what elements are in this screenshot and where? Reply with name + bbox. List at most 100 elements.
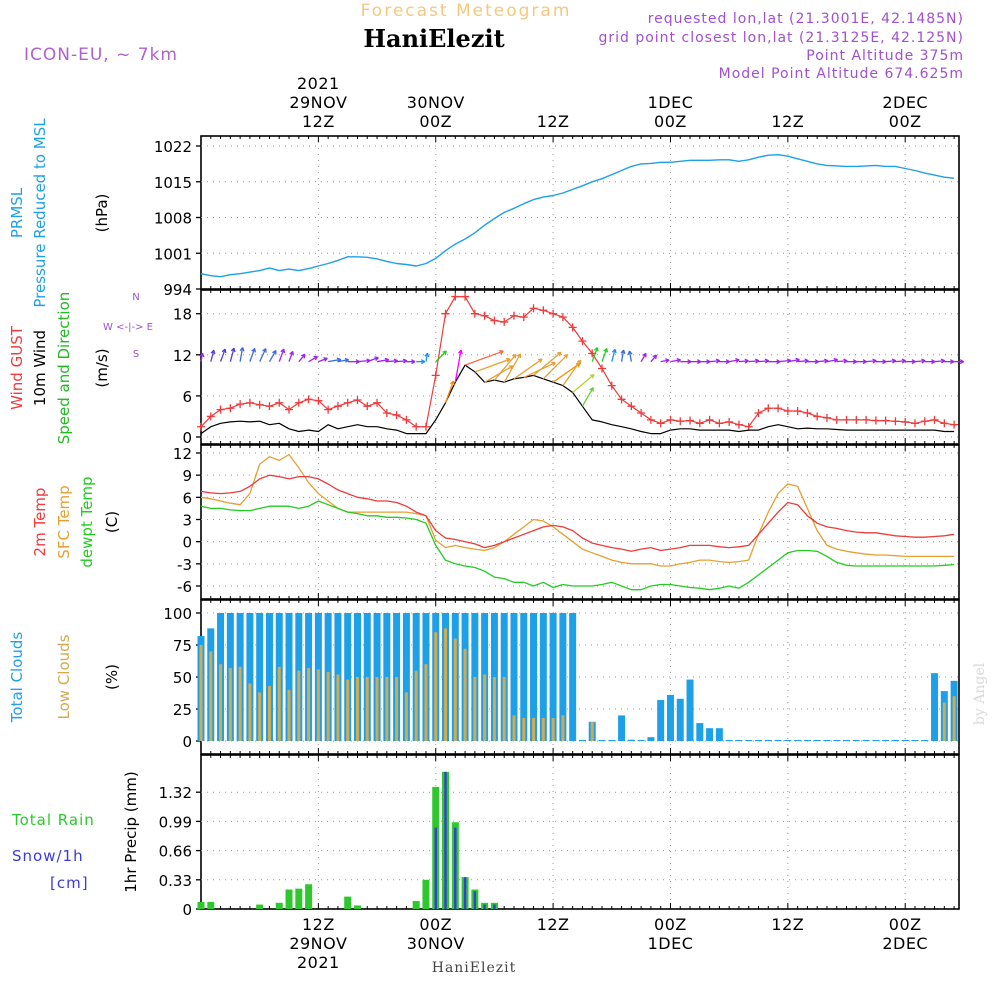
wind-arrow-head [950, 359, 955, 365]
total-cloud-bar [578, 740, 586, 741]
low-cloud-bar [336, 674, 340, 741]
panel-frame-temperature [200, 444, 960, 600]
wind-direction-arrow [425, 353, 429, 362]
gust-point [490, 316, 499, 325]
precip-unit: 1hr Precip (mm) [122, 771, 140, 892]
wind-arrow-head [652, 354, 658, 360]
rain-bar [207, 901, 215, 909]
gust-point [324, 405, 333, 414]
wind-direction-arrow [337, 359, 349, 363]
y-tick-label: 6 [182, 388, 192, 406]
total-cloud-bar [530, 613, 538, 741]
wind-direction-arrow [533, 351, 562, 376]
gust-point [695, 419, 704, 428]
wind-direction-arrow [572, 374, 595, 393]
low-cloud-bar [551, 717, 555, 741]
top-time-label: 00Z [889, 112, 922, 131]
y-tick-label: 1008 [154, 210, 192, 228]
wind-arrow-head [411, 359, 416, 365]
wind-arrow-head [921, 358, 926, 364]
wind-arrow-head [300, 353, 306, 359]
gust-point [705, 415, 714, 424]
snow-bar [493, 904, 496, 909]
top-time-label: 12Z [537, 112, 570, 131]
top-time-label: 2DEC [882, 93, 928, 112]
wind-arrow-head [272, 350, 277, 355]
wind-arrow-head [289, 350, 294, 356]
low-cloud-bar [375, 677, 379, 741]
forecast-meteogram-title: Forecast Meteogram [361, 1, 572, 21]
total-cloud-bar [696, 723, 704, 741]
wind-arrow-head [516, 353, 522, 358]
low-cloud-bar [492, 677, 496, 741]
wind-direction-arrow [200, 353, 204, 362]
wind-arrow-head [676, 357, 681, 363]
low-cloud-bar [473, 677, 477, 741]
wind-direction-arrow [367, 357, 379, 363]
gust-point [598, 364, 607, 373]
gust-point [363, 402, 372, 411]
pressure-unit: (hPa) [93, 194, 111, 233]
rain-bar [422, 879, 430, 909]
wind-direction-arrow [376, 358, 389, 363]
y-tick-label: 0 [182, 534, 192, 552]
snow-label: Snow/1h [12, 847, 84, 865]
wind-direction-arrow [552, 362, 581, 383]
low-cloud-bar [590, 721, 594, 741]
y-tick-label: 1.32 [159, 784, 192, 802]
wind-direction-arrow [670, 359, 681, 363]
wind-arrow-head [620, 349, 626, 355]
total-cloud-bar [549, 613, 557, 741]
wind-direction-arrow [219, 348, 226, 362]
wind-arrow-head [556, 351, 562, 357]
wind-direction-arrow [640, 353, 647, 362]
total-cloud-bar [686, 679, 694, 741]
wind-arrow-head [642, 352, 647, 358]
low-cloud-bar [532, 717, 536, 741]
low-cloud-bar [199, 645, 203, 741]
y-tick-label: 1015 [154, 174, 192, 192]
low-cloud-bar [219, 664, 223, 741]
low-cloud-bar [541, 717, 545, 741]
total-cloud-bar [745, 740, 753, 741]
total-cloud-bar [657, 700, 665, 741]
low-cloud-bar [258, 692, 262, 741]
total-cloud-bar [813, 740, 821, 741]
bottom-time-label: 12Z [302, 915, 335, 934]
gust-point [451, 292, 460, 301]
wind-arrow-head [735, 357, 740, 363]
bottom-time-label: 00Z [889, 915, 922, 934]
low-cloud-bar [444, 628, 448, 741]
gust-point [373, 398, 382, 407]
gust-point [793, 406, 802, 415]
gust-point [607, 381, 616, 390]
wind-direction-arrow [797, 360, 809, 363]
low-cloud-bar [297, 670, 301, 741]
total-cloud-bar [735, 740, 743, 741]
total-cloud-bar [852, 740, 860, 741]
low-cloud-bar [355, 677, 359, 741]
wind-direction-arrow [288, 351, 294, 362]
low-cloud-bar [522, 717, 526, 741]
gust-point [920, 417, 929, 426]
wind-direction-arrow [787, 358, 800, 363]
wind-arrow-head [795, 357, 800, 363]
temp-unit: (C) [103, 511, 121, 533]
wind-direction-arrow [513, 358, 543, 380]
wind-direction-arrow [601, 348, 608, 362]
low-cloud-bar [385, 677, 389, 741]
gust-point [304, 395, 313, 404]
wind-arrow-head [280, 348, 286, 354]
total-cloud-bar [265, 613, 273, 741]
wind-arrow-head [239, 347, 245, 352]
compass-west-east: W <-|-> E [103, 322, 153, 333]
wind-arrow-head [251, 347, 256, 353]
gust-point [265, 402, 274, 411]
point-altitude: Point Altitude 375m [806, 48, 964, 64]
wind-direction-arrow [396, 360, 407, 363]
wind-arrow-head [589, 373, 595, 379]
wind-arrow-head [402, 358, 408, 364]
gust-point [803, 409, 812, 418]
top-time-label: 00Z [419, 112, 452, 131]
bottom-time-label: 00Z [654, 915, 687, 934]
